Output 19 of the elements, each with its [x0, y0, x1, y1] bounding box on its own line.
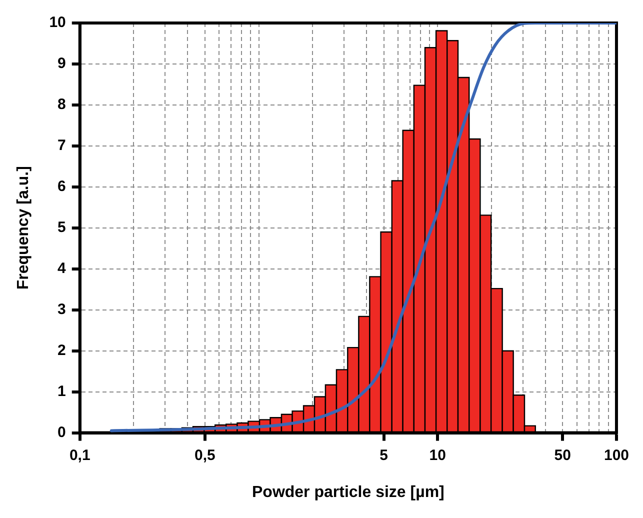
x-tick-label: 0,1 — [69, 446, 90, 464]
x-axis-title: Powder particle size [µm] — [252, 484, 444, 501]
y-tick-label: 3 — [58, 301, 66, 318]
y-tick-label: 1 — [58, 382, 66, 400]
y-tick-label: 0 — [58, 424, 66, 441]
x-tick-label: 10 — [429, 446, 446, 464]
y-tick-label: 6 — [58, 178, 66, 196]
y-tick-label: 9 — [58, 55, 66, 72]
x-tick-label: 0,5 — [194, 446, 216, 464]
y-tick-label: 8 — [58, 96, 66, 114]
x-tick-label: 5 — [380, 446, 388, 464]
y-tick-label: 10 — [49, 14, 66, 32]
y-axis-title: Frequency [a.u.] — [15, 166, 32, 290]
x-tick-label: 50 — [554, 446, 571, 464]
y-tick-label: 4 — [58, 260, 67, 278]
x-tick-label: 100 — [604, 446, 629, 464]
y-tick-label: 2 — [58, 342, 66, 359]
y-tick-label: 5 — [58, 219, 66, 236]
y-tick-label: 7 — [58, 137, 66, 154]
